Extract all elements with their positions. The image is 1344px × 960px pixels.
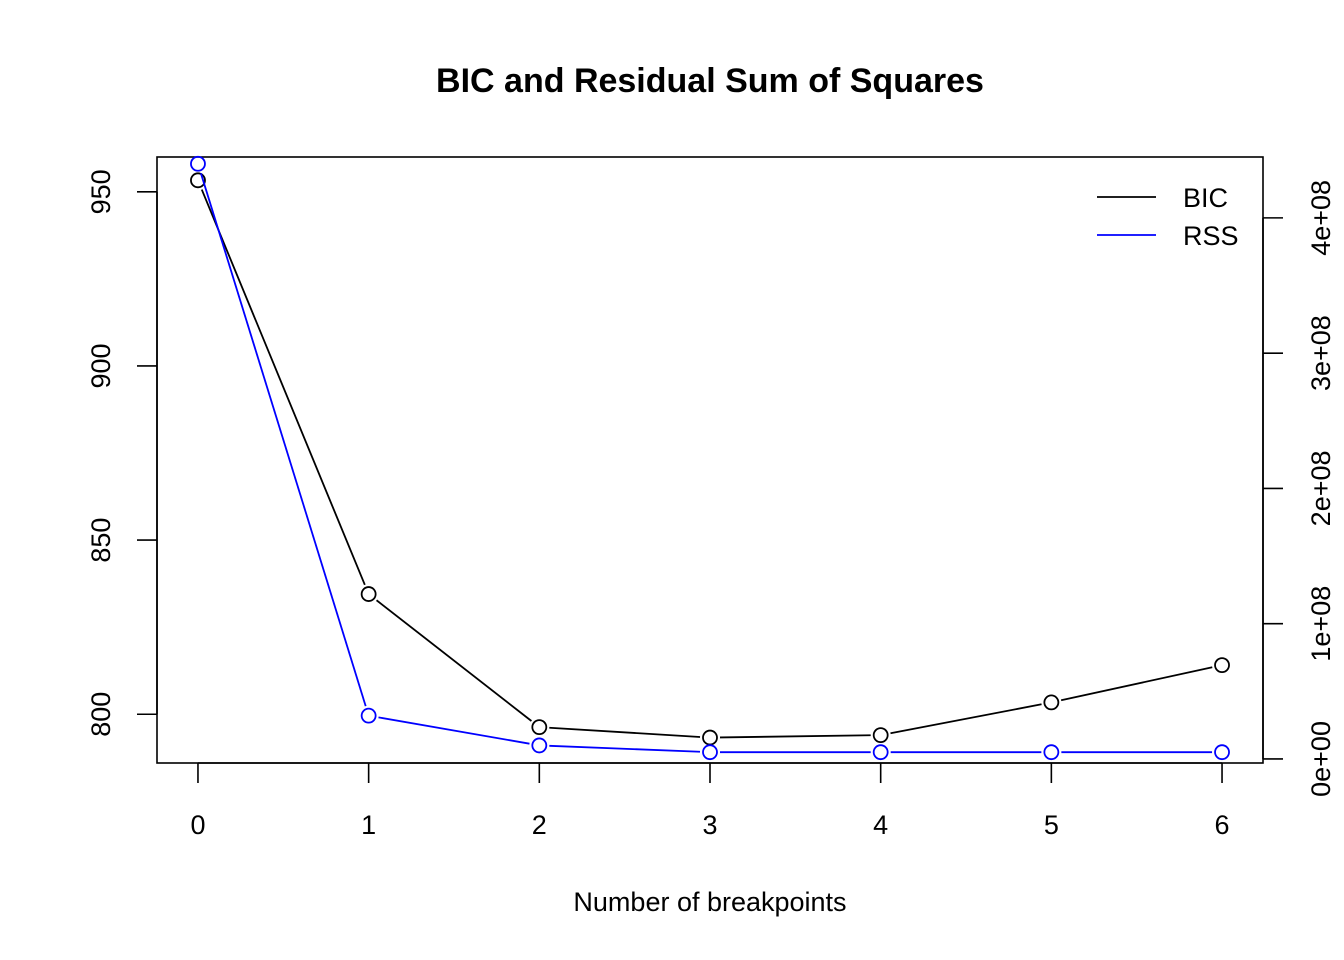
x-tick-label: 2 (532, 810, 547, 840)
bic-point (872, 727, 889, 744)
right-y-axis: 0e+00 1e+08 2e+08 3e+08 4e+08 (1262, 180, 1336, 797)
bic-series (190, 172, 1230, 746)
x-tick-label: 4 (873, 810, 888, 840)
bic-line-segment (200, 189, 366, 586)
legend-bic-label: BIC (1183, 183, 1228, 213)
chart-title: BIC and Residual Sum of Squares (436, 62, 984, 100)
right-tick-label: 3e+08 (1306, 315, 1336, 391)
x-tick-label: 3 (702, 810, 717, 840)
right-tick-label: 2e+08 (1306, 450, 1336, 526)
bic-point (702, 729, 718, 746)
bic-line-segment (549, 726, 701, 738)
x-axis-label: Number of breakpoints (573, 887, 846, 917)
legend: BIC RSS (1097, 183, 1239, 251)
rss-point (1214, 744, 1230, 761)
rss-series (190, 155, 1230, 761)
bic-line-segment (890, 703, 1042, 735)
x-tick-label: 0 (190, 810, 205, 840)
rss-line-segment (549, 744, 701, 753)
bic-point (1214, 657, 1230, 674)
rss-point (360, 707, 377, 724)
x-tick-label: 1 (361, 810, 376, 840)
bic-point (360, 586, 377, 602)
rss-point (190, 155, 206, 172)
left-tick-label: 850 (86, 518, 116, 563)
rss-point (702, 744, 718, 761)
x-axis: 0 1 2 3 4 5 6 (190, 762, 1230, 840)
rss-point (1043, 744, 1060, 761)
rss-line-segment (378, 716, 530, 745)
bic-point (531, 719, 548, 736)
series-layer (190, 155, 1230, 761)
bic-point (1043, 694, 1060, 711)
legend-rss-label: RSS (1183, 221, 1239, 251)
left-tick-label: 900 (86, 343, 116, 388)
right-tick-label: 1e+08 (1306, 586, 1336, 662)
plot-frame (156, 156, 1264, 764)
right-tick-label: 0e+00 (1306, 721, 1336, 797)
right-tick-label: 4e+08 (1306, 180, 1336, 256)
left-y-axis: 800 850 900 950 (86, 169, 158, 737)
left-tick-label: 950 (86, 169, 116, 214)
bic-line-segment (1060, 666, 1213, 702)
rss-line-segment (200, 173, 367, 707)
x-tick-label: 6 (1215, 810, 1230, 840)
rss-point (872, 744, 889, 761)
left-tick-label: 800 (86, 692, 116, 737)
bic-point (190, 172, 206, 189)
bic-line-segment (375, 599, 532, 722)
rss-point (531, 737, 548, 754)
bic-line-segment (719, 734, 871, 739)
x-tick-label: 5 (1044, 810, 1059, 840)
